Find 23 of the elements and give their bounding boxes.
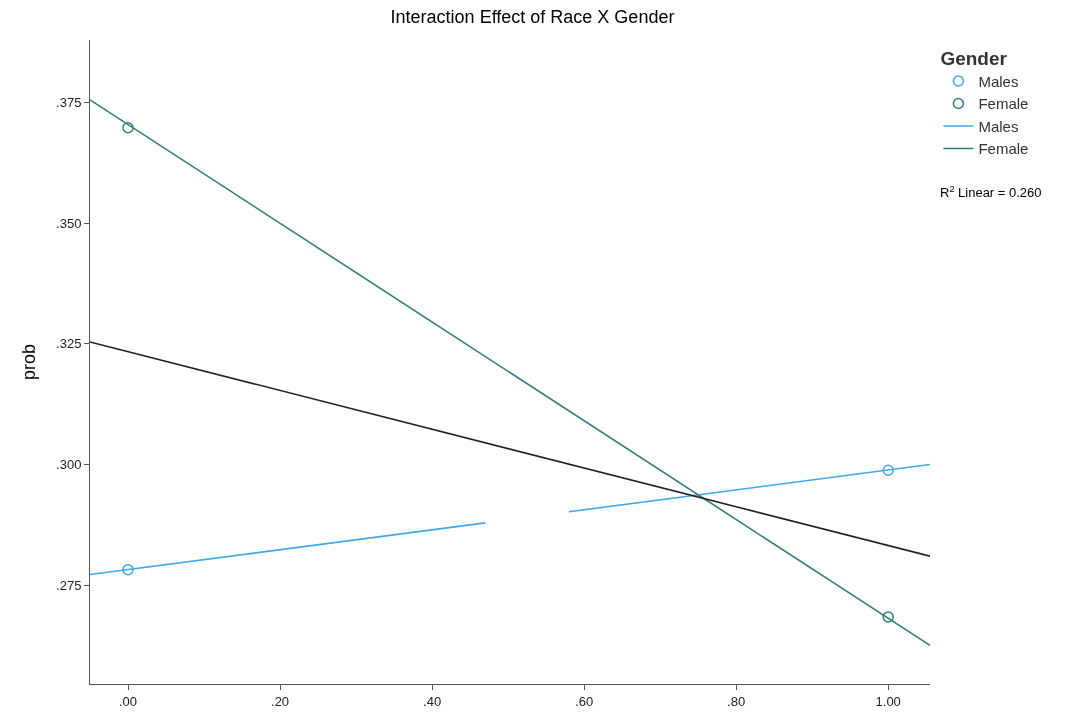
- point: [882, 611, 894, 623]
- legend-label: Female: [978, 140, 1029, 158]
- y-tick-label: .300: [56, 457, 82, 473]
- x-tick-label: .40: [423, 693, 442, 709]
- point: [882, 464, 894, 477]
- x-tick-label: 1.00: [875, 693, 901, 709]
- x-tick-label: .00: [118, 693, 138, 709]
- legend-label: Female: [978, 95, 1029, 113]
- y-tick-label: .375: [56, 95, 82, 111]
- x-tick-label: .20: [271, 693, 290, 709]
- legend-label: Males: [978, 72, 1019, 90]
- text: R$^{2}$ Linear = 0.260: [940, 184, 1042, 201]
- legend-title: Gender: [940, 47, 1008, 69]
- x-tick-label: .60: [575, 693, 594, 709]
- x-tick-label: .80: [727, 693, 746, 709]
- point: [122, 563, 134, 576]
- legend-label: Males: [978, 117, 1019, 135]
- y-tick-label: .350: [56, 215, 82, 231]
- chart-title: Interaction Effect of Race X Gender: [390, 7, 675, 28]
- y-tick-label: .275: [56, 577, 82, 593]
- y-tick-label: .325: [56, 336, 82, 352]
- point: [122, 122, 134, 134]
- y-axis-title: prob: [19, 343, 40, 381]
